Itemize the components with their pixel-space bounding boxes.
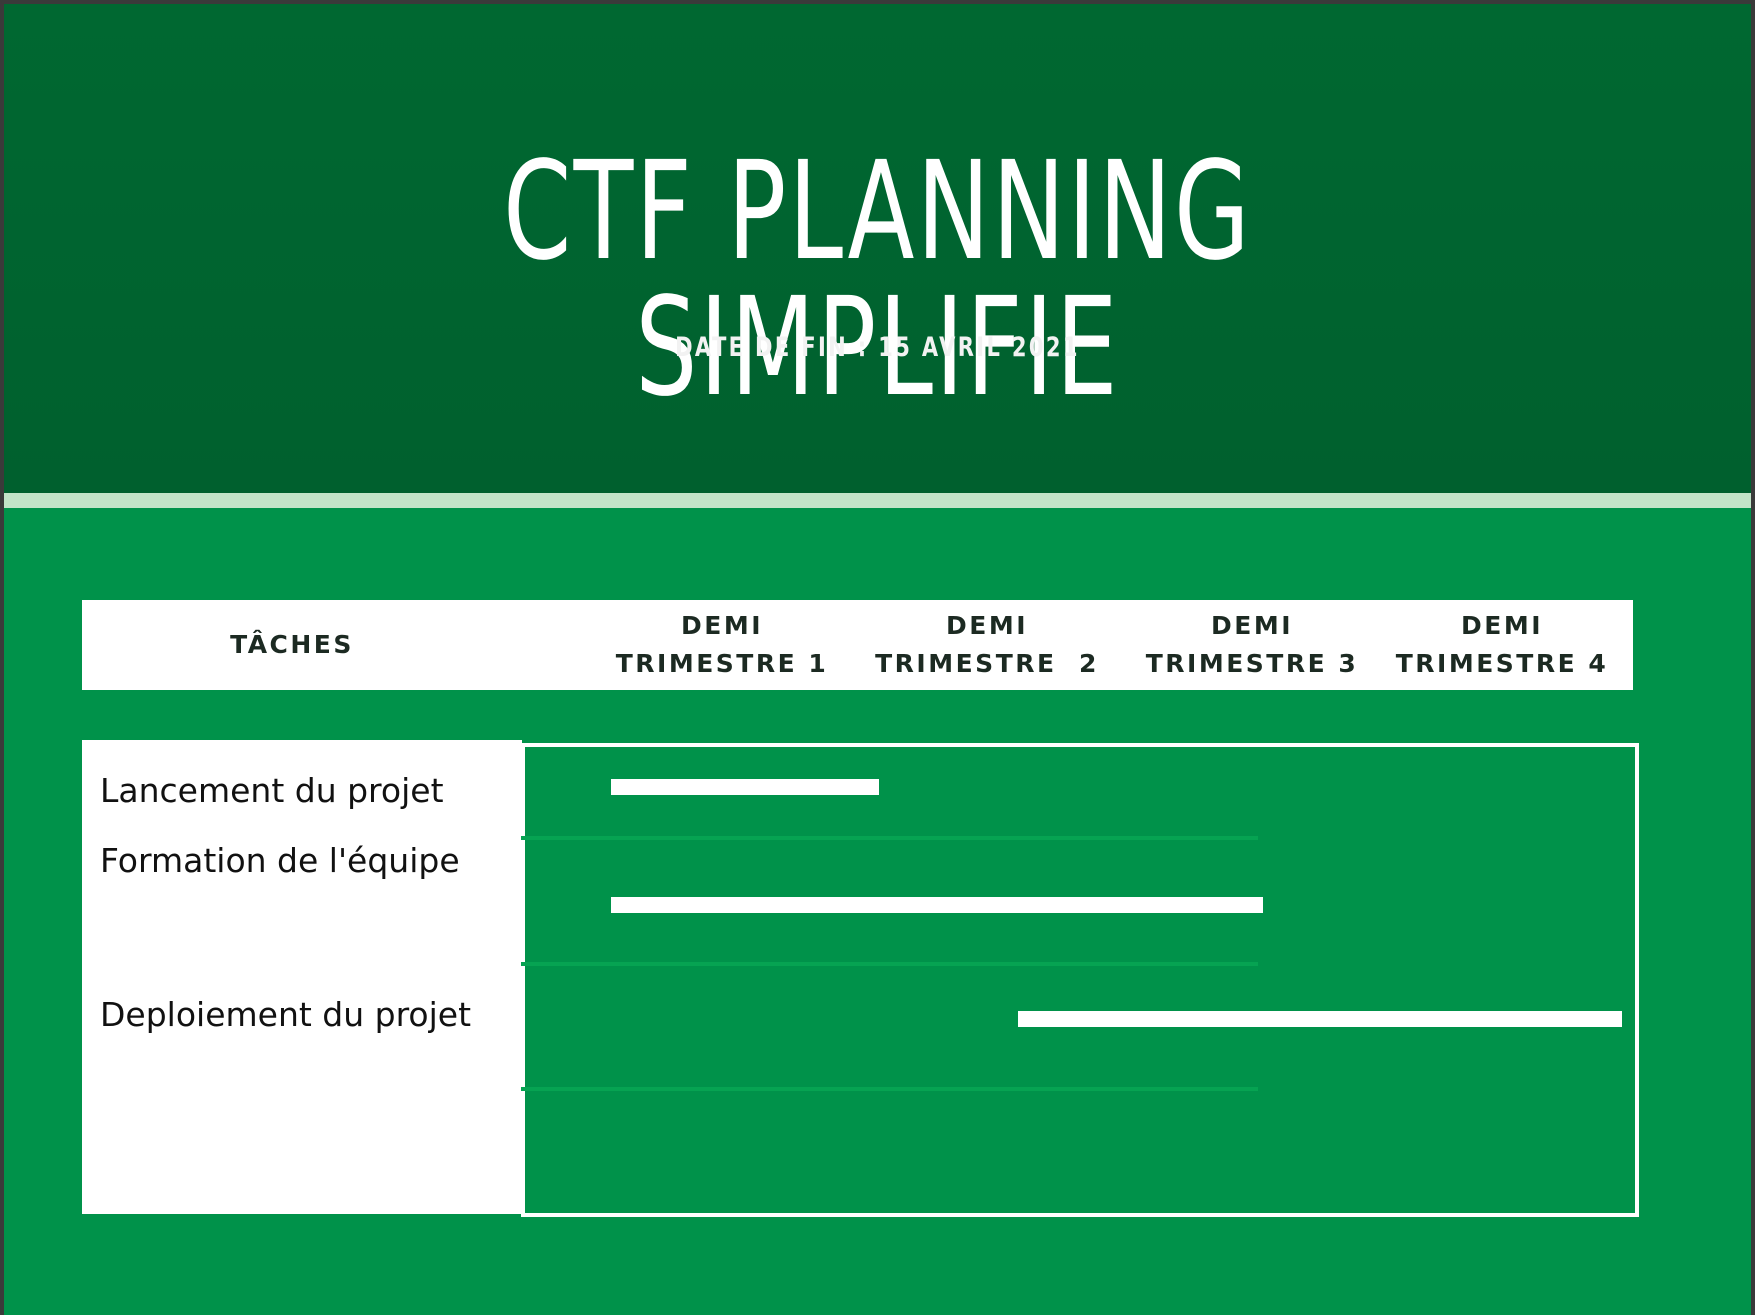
row-separator <box>521 962 1258 966</box>
end-date-subtitle: DATE DE FIN : 15 AVRIL 2021 <box>675 332 1080 363</box>
tasks-column-header: TÂCHES <box>82 600 502 690</box>
header-divider <box>4 493 1751 508</box>
row-separator <box>521 836 1258 840</box>
period-header-4-line2: TRIMESTRE 4 <box>1395 649 1609 678</box>
row-separator <box>521 1087 1258 1091</box>
gantt-bar-lancement <box>610 779 880 795</box>
period-header-3-line2: TRIMESTRE 3 <box>1145 649 1359 678</box>
gantt-bar-formation <box>610 897 1264 913</box>
period-header-4-line1: DEMI <box>1460 611 1543 640</box>
period-header-1-line1: DEMI <box>680 611 763 640</box>
period-header-4: DEMI TRIMESTRE 4 <box>1387 600 1617 690</box>
timeline-grid <box>521 743 1639 1217</box>
task-label-3: Deploiement du projet <box>100 995 472 1034</box>
column-header-row: TÂCHES DEMI TRIMESTRE 1 DEMI TRIMESTRE 2… <box>82 600 1633 690</box>
period-header-2-line2: TRIMESTRE 2 <box>875 649 1099 678</box>
period-header-3-line1: DEMI <box>1210 611 1293 640</box>
header-banner: CTF PLANNING SIMPLIFIE DATE DE FIN : 15 … <box>4 4 1751 493</box>
task-list-panel: Lancement du projet Formation de l'équip… <box>82 740 522 1214</box>
planning-page: CTF PLANNING SIMPLIFIE DATE DE FIN : 15 … <box>4 4 1751 1315</box>
task-label-1: Lancement du projet <box>100 771 444 810</box>
period-header-2: DEMI TRIMESTRE 2 <box>872 600 1102 690</box>
task-label-2: Formation de l'équipe <box>100 841 460 880</box>
gantt-bar-deploiement <box>1017 1011 1622 1027</box>
tasks-column-label: TÂCHES <box>230 630 354 659</box>
period-header-3: DEMI TRIMESTRE 3 <box>1142 600 1362 690</box>
page-title: CTF PLANNING SIMPLIFIE <box>503 133 1252 427</box>
period-header-1: DEMI TRIMESTRE 1 <box>616 600 826 690</box>
period-header-2-line1: DEMI <box>945 611 1028 640</box>
period-header-1-line2: TRIMESTRE 1 <box>615 649 829 678</box>
